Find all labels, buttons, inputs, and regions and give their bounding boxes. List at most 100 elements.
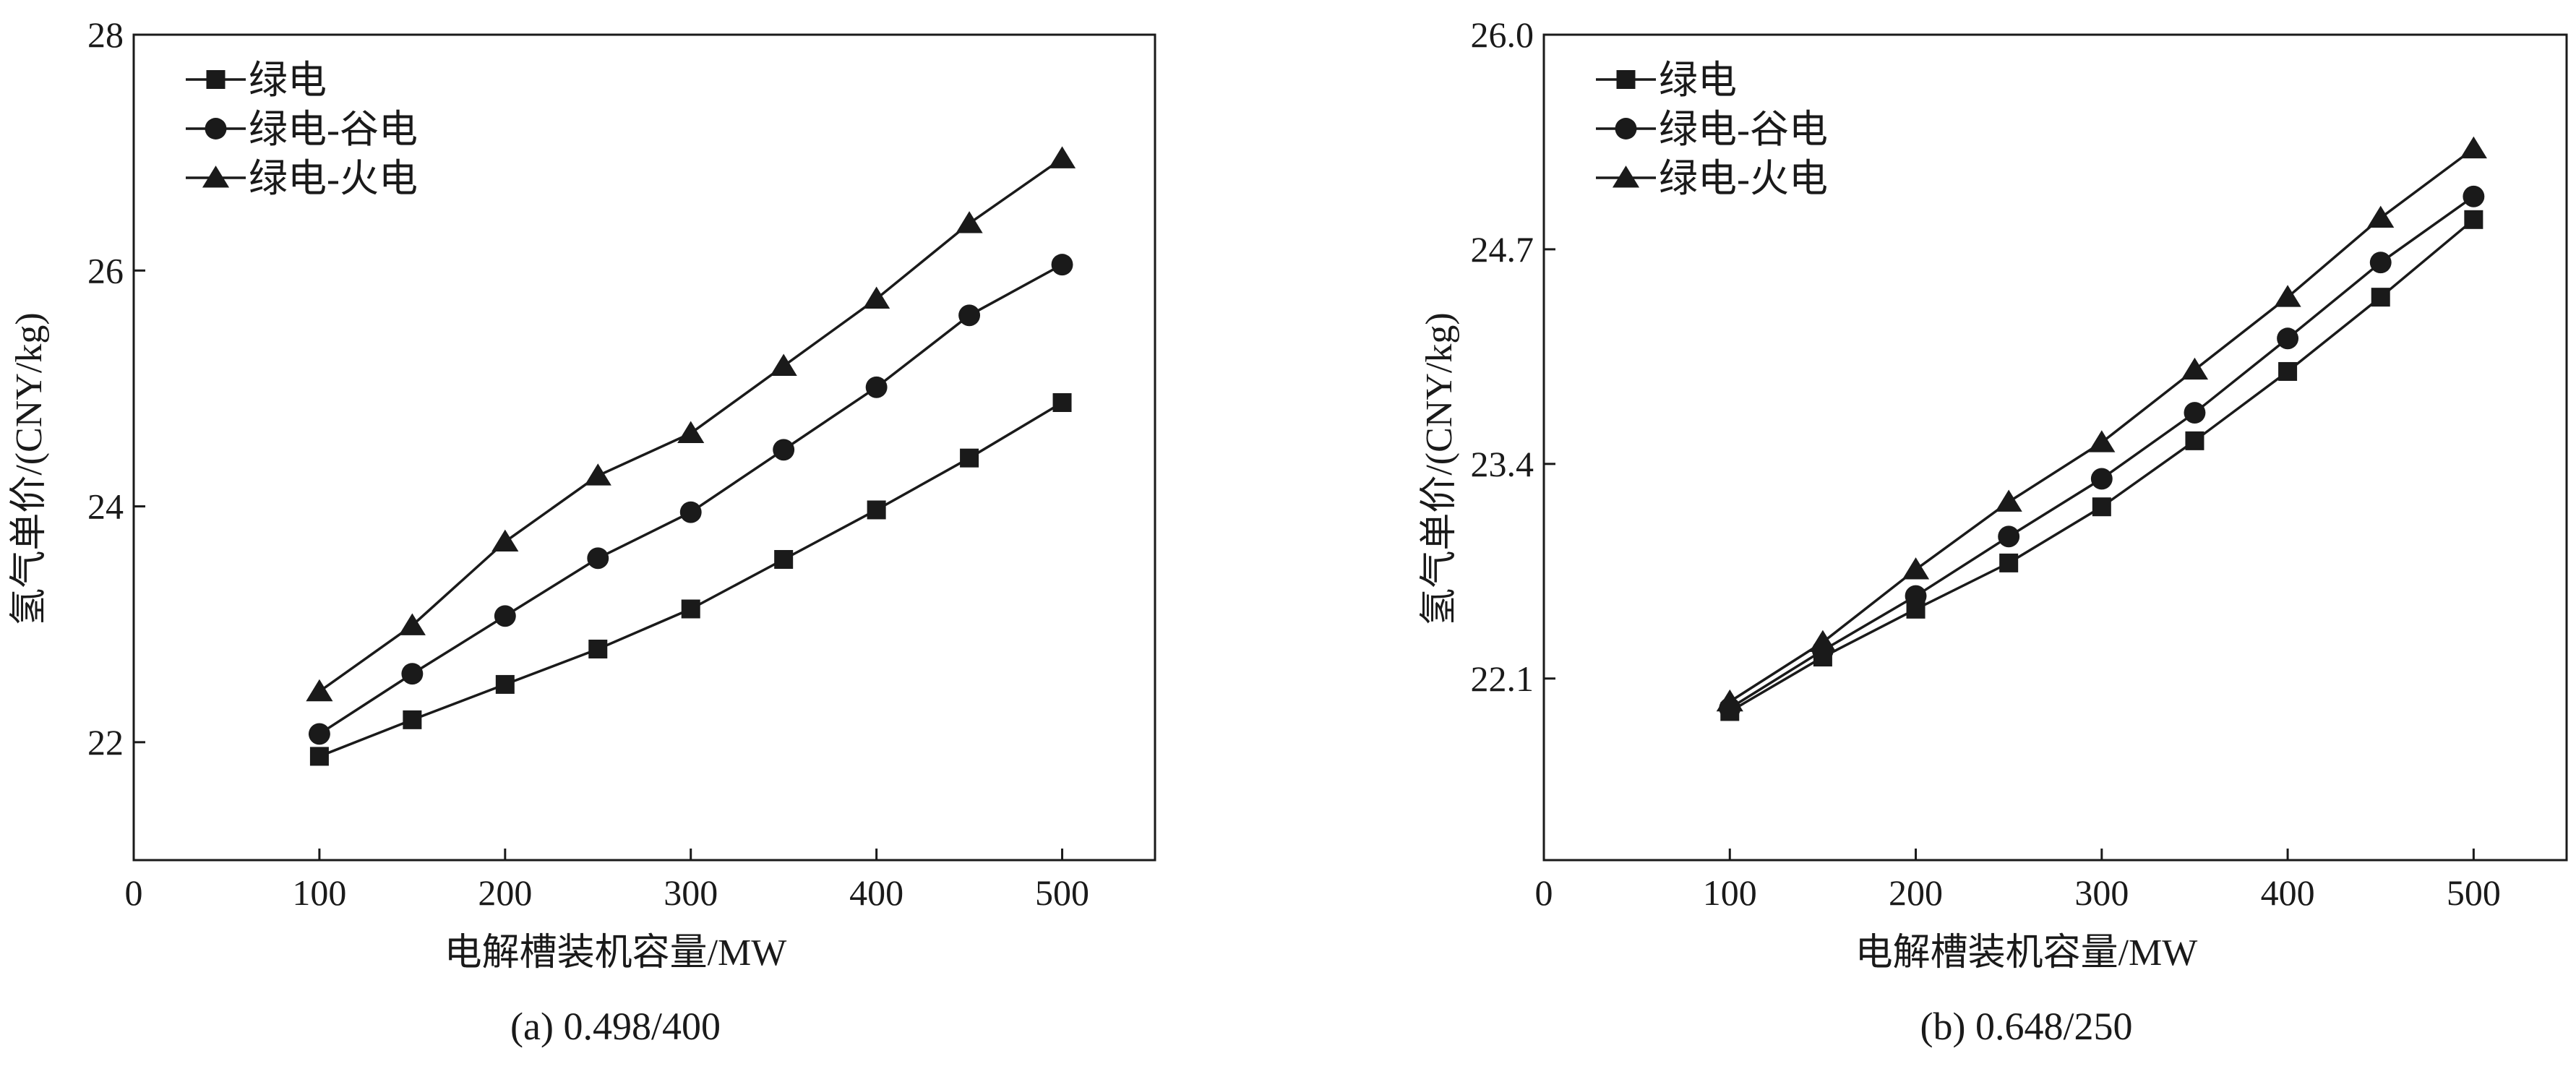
chart-panel-2: 0 100 200 300 400 500 22.1 23.4 24.7 26.0 电解槽装机容量/…	[1419, 14, 2568, 1048]
legend-label: 绿电	[1659, 59, 1737, 102]
y-tick-label: 26.0	[1471, 14, 1534, 55]
legend-marker	[1612, 166, 1640, 188]
y-tick-label: 24	[87, 486, 124, 527]
data-point	[2277, 327, 2299, 350]
data-point	[865, 376, 888, 398]
data-point	[1048, 146, 1076, 168]
series-2	[308, 254, 1073, 745]
legend-marker	[206, 70, 226, 89]
data-point	[401, 663, 424, 685]
plot-frame	[1542, 33, 2568, 862]
data-point	[398, 613, 426, 635]
x-tick-label: 200	[478, 872, 532, 913]
x-tick-label: 0	[125, 872, 143, 913]
data-point	[495, 674, 515, 694]
data-point	[2088, 430, 2116, 452]
legend-marker	[202, 166, 230, 188]
x-tick-label: 100	[292, 872, 346, 913]
y-tick-label: 22	[87, 722, 124, 763]
series-3	[1716, 136, 2487, 712]
y-axis-title: 氢气单价/(CNY/kg)	[9, 312, 50, 625]
series-1	[309, 393, 1072, 766]
data-point	[587, 547, 609, 570]
data-point	[2184, 402, 2206, 424]
x-tick-label: 300	[2074, 872, 2129, 913]
data-point	[1995, 489, 2022, 512]
y-axis-title: 氢气单价/(CNY/kg)	[1419, 312, 1460, 625]
series-line	[1729, 218, 2475, 713]
x-tick-label: 500	[1035, 872, 1089, 913]
data-point	[774, 549, 794, 569]
data-point	[863, 286, 890, 309]
y-tick-label: 24.7	[1471, 229, 1534, 270]
y-tick-label: 26	[87, 250, 124, 291]
data-point	[2181, 357, 2209, 380]
chart-panel-1: 0 100 200 300 400 500 22 24 26 28 电解槽装机容量/MW 氢气单价/(…	[9, 14, 1156, 1048]
data-point	[867, 500, 886, 520]
data-point	[588, 639, 608, 658]
data-point	[1905, 585, 1927, 607]
series-line	[318, 263, 1063, 735]
panel-caption: (a) 0.498/400	[510, 1005, 721, 1048]
series-line	[1729, 147, 2475, 703]
data-point	[2369, 252, 2392, 274]
x-tick-label: 200	[1889, 872, 1943, 913]
data-point	[2278, 361, 2298, 381]
data-point	[2367, 205, 2395, 228]
legend-marker	[205, 118, 227, 139]
series-line	[319, 401, 1063, 758]
data-point	[2092, 497, 2111, 517]
panel-caption: (b) 0.648/250	[1920, 1005, 2133, 1048]
data-point	[1051, 254, 1073, 276]
data-point	[2463, 185, 2485, 207]
y-tick-label: 22.1	[1471, 658, 1534, 699]
x-tick-label: 400	[849, 872, 903, 913]
data-point	[584, 463, 611, 486]
y-tick-label: 28	[87, 14, 124, 55]
legend-marker	[1616, 70, 1636, 89]
data-point	[309, 747, 329, 766]
x-tick-label: 300	[664, 872, 718, 913]
x-tick-label: 100	[1703, 872, 1757, 913]
data-point	[773, 439, 795, 461]
data-point	[1809, 630, 1837, 653]
data-point	[1998, 525, 2020, 548]
legend-marker	[1615, 118, 1637, 139]
data-point	[308, 723, 330, 745]
legend-label: 绿电	[249, 59, 327, 102]
data-point	[494, 605, 516, 627]
series-line	[1729, 195, 2475, 710]
x-tick-label: 400	[2261, 872, 2315, 913]
series-3	[306, 146, 1076, 702]
data-point	[2185, 431, 2204, 450]
data-point	[1999, 553, 2019, 572]
x-axis-title: 电解槽装机容量/MW	[445, 932, 787, 974]
legend-label: 绿电-火电	[1659, 157, 1828, 200]
data-point	[2090, 468, 2113, 490]
data-point	[677, 421, 705, 443]
data-point	[491, 529, 519, 552]
data-point	[1902, 557, 1930, 580]
legend-label: 绿电-火电	[249, 157, 418, 200]
x-tick-label: 500	[2447, 872, 2501, 913]
x-axis-title: 电解槽装机容量/MW	[1855, 932, 2198, 974]
data-point	[1052, 393, 1072, 413]
data-point	[2464, 210, 2483, 229]
data-point	[2371, 288, 2390, 307]
data-point	[960, 448, 979, 468]
data-point	[1716, 689, 1743, 712]
data-point	[403, 710, 422, 729]
y-tick-label: 23.4	[1471, 444, 1534, 484]
data-point	[306, 679, 333, 702]
data-point	[681, 599, 700, 619]
plot-frame	[132, 33, 1156, 862]
data-point	[958, 304, 981, 327]
data-point	[679, 501, 702, 523]
legend-label: 绿电-谷电	[249, 108, 418, 151]
data-point	[956, 211, 983, 233]
data-point	[770, 353, 797, 376]
data-point	[2274, 285, 2301, 307]
series-2	[1719, 185, 2485, 719]
